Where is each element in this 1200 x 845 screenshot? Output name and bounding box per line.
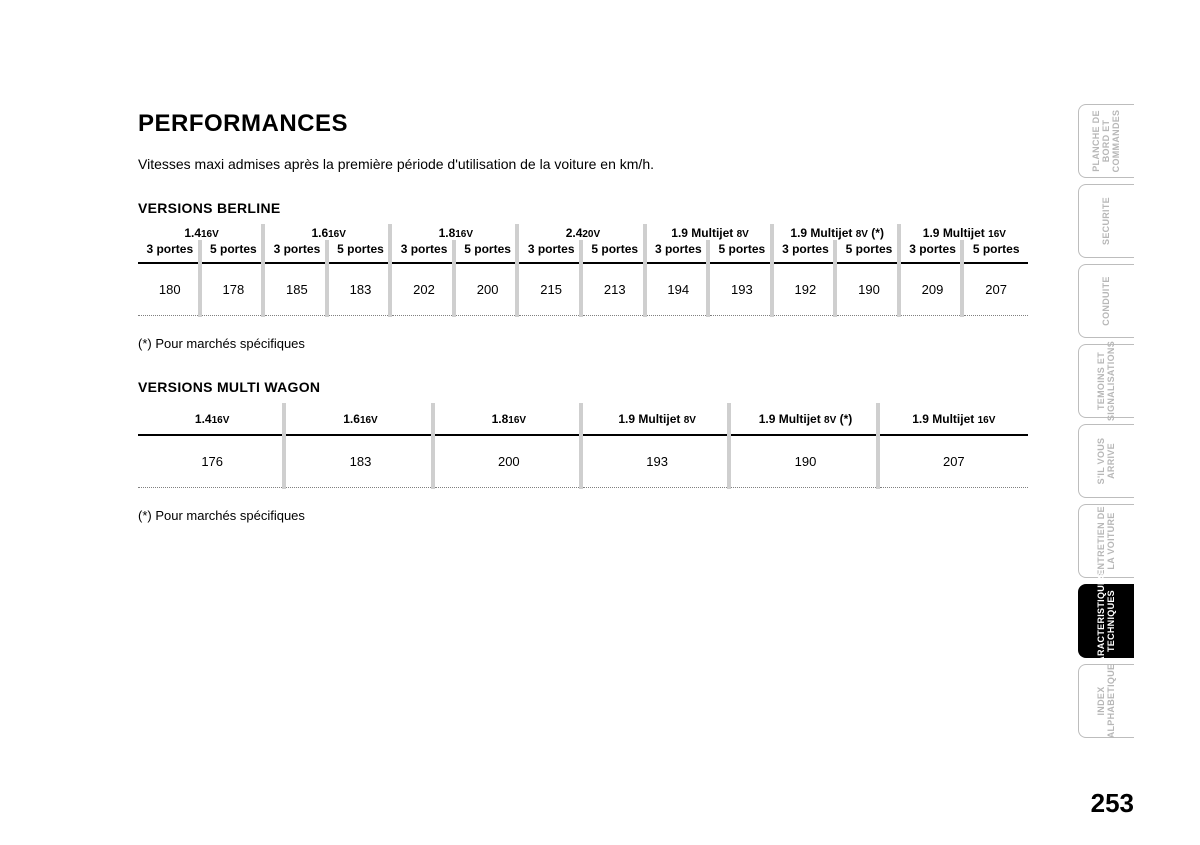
berline-engine-5: 1.9 Multijet 8V (*) <box>774 226 901 242</box>
berline-val-8: 194 <box>647 263 711 316</box>
berline-table: 1.416V 1.616V 1.816V 2.420V 1.9 Multijet… <box>138 226 1028 316</box>
tab-caracteristiques[interactable]: CARACTERISTIQUESTECHNIQUES <box>1078 584 1134 658</box>
wagon-val-4: 190 <box>731 435 879 488</box>
wagon-val-1: 183 <box>286 435 434 488</box>
berline-door-6: 3 portes <box>519 242 583 263</box>
berline-engine-3: 2.420V <box>519 226 646 242</box>
berline-door-5: 5 portes <box>456 242 520 263</box>
berline-val-10: 192 <box>774 263 838 316</box>
tab-temoins[interactable]: TEMOINS ETSIGNALISATIONS <box>1078 344 1134 418</box>
berline-door-row: 3 portes 5 portes 3 portes 5 portes 3 po… <box>138 242 1028 263</box>
side-tabs: PLANCHE DEBORD ETCOMMANDES SECURITE COND… <box>1078 104 1134 744</box>
berline-door-10: 3 portes <box>774 242 838 263</box>
berline-val-13: 207 <box>964 263 1028 316</box>
tab-conduite[interactable]: CONDUITE <box>1078 264 1134 338</box>
berline-door-7: 5 portes <box>583 242 647 263</box>
wagon-engine-3: 1.9 Multijet 8V <box>583 405 731 435</box>
wagon-val-5: 207 <box>880 435 1028 488</box>
berline-val-5: 200 <box>456 263 520 316</box>
berline-engine-0: 1.416V <box>138 226 265 242</box>
berline-val-6: 215 <box>519 263 583 316</box>
berline-val-12: 209 <box>901 263 965 316</box>
wagon-engine-5: 1.9 Multijet 16V <box>880 405 1028 435</box>
berline-door-11: 5 portes <box>837 242 901 263</box>
tab-index[interactable]: INDEXALPHABETIQUE <box>1078 664 1134 738</box>
berline-engine-6: 1.9 Multijet 16V <box>901 226 1028 242</box>
berline-val-9: 193 <box>710 263 774 316</box>
berline-door-1: 5 portes <box>202 242 266 263</box>
page-number: 253 <box>1091 788 1134 819</box>
berline-val-7: 213 <box>583 263 647 316</box>
wagon-engine-row: 1.416V 1.616V 1.816V 1.9 Multijet 8V 1.9… <box>138 405 1028 435</box>
wagon-engine-0: 1.416V <box>138 405 286 435</box>
berline-door-13: 5 portes <box>964 242 1028 263</box>
berline-engine-4: 1.9 Multijet 8V <box>647 226 774 242</box>
berline-door-8: 3 portes <box>647 242 711 263</box>
wagon-engine-1: 1.616V <box>286 405 434 435</box>
berline-door-2: 3 portes <box>265 242 329 263</box>
berline-door-9: 5 portes <box>710 242 774 263</box>
berline-engine-row: 1.416V 1.616V 1.816V 2.420V 1.9 Multijet… <box>138 226 1028 242</box>
wagon-engine-4: 1.9 Multijet 8V (*) <box>731 405 879 435</box>
berline-door-3: 5 portes <box>329 242 393 263</box>
berline-val-0: 180 <box>138 263 202 316</box>
berline-engine-2: 1.816V <box>392 226 519 242</box>
berline-door-4: 3 portes <box>392 242 456 263</box>
wagon-val-0: 176 <box>138 435 286 488</box>
tab-planche-bord[interactable]: PLANCHE DEBORD ETCOMMANDES <box>1078 104 1134 178</box>
wagon-values-row: 176 183 200 193 190 207 <box>138 435 1028 488</box>
tab-entretien[interactable]: ENTRETIEN DELA VOITURE <box>1078 504 1134 578</box>
tab-securite[interactable]: SECURITE <box>1078 184 1134 258</box>
page-title: PERFORMANCES <box>138 110 1028 138</box>
berline-footnote: (*) Pour marchés spécifiques <box>138 336 1028 351</box>
berline-engine-1: 1.616V <box>265 226 392 242</box>
wagon-val-2: 200 <box>435 435 583 488</box>
berline-val-3: 183 <box>329 263 393 316</box>
wagon-table: 1.416V 1.616V 1.816V 1.9 Multijet 8V 1.9… <box>138 405 1028 488</box>
tab-sil-vous-arrive[interactable]: S'IL VOUSARRIVE <box>1078 424 1134 498</box>
wagon-section-title: VERSIONS MULTI WAGON <box>138 379 1028 395</box>
berline-val-11: 190 <box>837 263 901 316</box>
wagon-footnote: (*) Pour marchés spécifiques <box>138 508 1028 523</box>
intro-text: Vitesses maxi admises après la première … <box>138 156 1028 172</box>
berline-val-4: 202 <box>392 263 456 316</box>
berline-val-2: 185 <box>265 263 329 316</box>
wagon-engine-2: 1.816V <box>435 405 583 435</box>
berline-values-row: 180 178 185 183 202 200 215 213 194 193 … <box>138 263 1028 316</box>
berline-door-0: 3 portes <box>138 242 202 263</box>
berline-door-12: 3 portes <box>901 242 965 263</box>
berline-val-1: 178 <box>202 263 266 316</box>
berline-section-title: VERSIONS BERLINE <box>138 200 1028 216</box>
wagon-val-3: 193 <box>583 435 731 488</box>
main-content: PERFORMANCES Vitesses maxi admises après… <box>138 110 1028 551</box>
